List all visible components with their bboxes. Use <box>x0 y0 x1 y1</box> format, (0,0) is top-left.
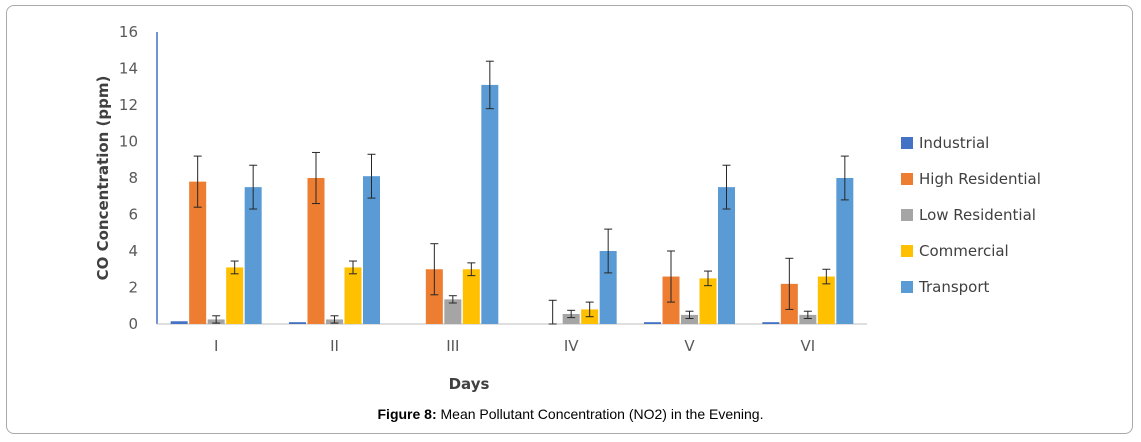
legend-label: Commercial <box>919 242 1009 260</box>
y-tick-label: 2 <box>128 279 138 297</box>
legend: Industrial High Residential Low Residentia… <box>901 134 1041 296</box>
y-tick-label: 16 <box>119 23 138 41</box>
bar-transport <box>363 176 380 324</box>
legend-item: Transport <box>901 278 990 296</box>
error-bar <box>230 260 239 275</box>
caption-text: Mean Pollutant Concentration (NO2) in th… <box>440 406 764 422</box>
error-bar <box>585 301 594 318</box>
error-bar <box>467 262 476 277</box>
x-tick-label: I <box>214 337 218 355</box>
bar-transport <box>836 178 854 324</box>
bar-high-residential <box>189 181 207 324</box>
bar-commercial <box>226 267 244 324</box>
y-tick-label: 10 <box>119 133 138 151</box>
bar-transport <box>481 84 499 324</box>
error-bar <box>722 164 731 210</box>
bar-commercial <box>344 267 362 324</box>
error-bar <box>312 151 320 205</box>
error-bar <box>840 155 849 201</box>
y-tick-label: 6 <box>128 206 138 224</box>
y-axis-ticks: 0 2 4 6 8 10 12 14 16 <box>119 23 138 333</box>
error-bar <box>704 270 712 287</box>
legend-swatch <box>901 281 913 293</box>
error-bar <box>249 164 258 210</box>
legend-item: High Residential <box>901 170 1041 188</box>
bar-low-residential <box>681 314 698 324</box>
error-bar <box>193 155 202 208</box>
error-bar <box>485 60 494 110</box>
legend-item: Commercial <box>901 242 1009 260</box>
x-tick-label: IV <box>564 337 579 355</box>
bar-transport <box>244 187 262 324</box>
bar-commercial <box>817 276 835 324</box>
legend-label: Low Residential <box>919 206 1036 224</box>
legend-swatch <box>901 209 913 221</box>
error-bar <box>330 315 339 324</box>
bar-low-residential <box>799 314 817 324</box>
legend-item: Low Residential <box>901 206 1036 224</box>
caption-label: Figure 8: <box>377 406 437 422</box>
bar-commercial <box>699 278 717 324</box>
bar-industrial <box>644 322 661 324</box>
bar-industrial <box>170 321 188 324</box>
y-tick-label: 8 <box>128 169 138 187</box>
legend-swatch <box>901 173 913 185</box>
bar-transport <box>718 187 735 324</box>
y-tick-label: 4 <box>128 242 138 260</box>
legend-label: Transport <box>918 278 990 296</box>
bar-industrial <box>762 322 780 324</box>
error-bar <box>448 295 457 304</box>
error-bar <box>604 228 613 274</box>
bar-transport <box>599 251 617 324</box>
error-bar <box>685 310 694 320</box>
x-tick-label: III <box>446 337 459 355</box>
bar-low-residential <box>562 313 580 324</box>
legend-swatch <box>901 137 913 149</box>
legend-label: High Residential <box>919 170 1041 188</box>
error-bar <box>430 243 439 296</box>
bar-low-residential <box>444 299 462 324</box>
x-tick-label: V <box>684 337 695 355</box>
x-axis-title: Days <box>449 375 490 393</box>
bar-high-residential <box>307 178 325 324</box>
error-bar <box>548 299 557 325</box>
error-bar <box>822 268 831 285</box>
x-tick-label: VI <box>800 337 815 355</box>
error-bars-group <box>193 60 849 325</box>
error-bar <box>667 250 675 303</box>
bar-high-residential <box>425 269 443 324</box>
figure-caption: Figure 8: Mean Pollutant Concentration (… <box>0 406 1141 422</box>
error-bar <box>803 310 812 320</box>
bar-industrial <box>289 322 306 324</box>
x-axis-ticks: I II III IV V VI <box>214 337 815 355</box>
y-tick-label: 12 <box>119 96 138 114</box>
x-tick-label: II <box>330 337 339 355</box>
bar-commercial <box>462 269 480 324</box>
error-bar <box>785 257 794 310</box>
legend-swatch <box>901 245 913 257</box>
error-bar <box>567 309 576 319</box>
legend-label: Industrial <box>919 134 989 152</box>
y-axis-title: CO Concentration (ppm) <box>94 76 112 281</box>
y-tick-label: 14 <box>119 60 138 78</box>
error-bar <box>212 315 221 324</box>
error-bar <box>349 260 357 275</box>
y-tick-label: 0 <box>128 315 138 333</box>
error-bar <box>367 153 376 199</box>
legend-item: Industrial <box>901 134 989 152</box>
bar-series-group <box>170 84 854 324</box>
